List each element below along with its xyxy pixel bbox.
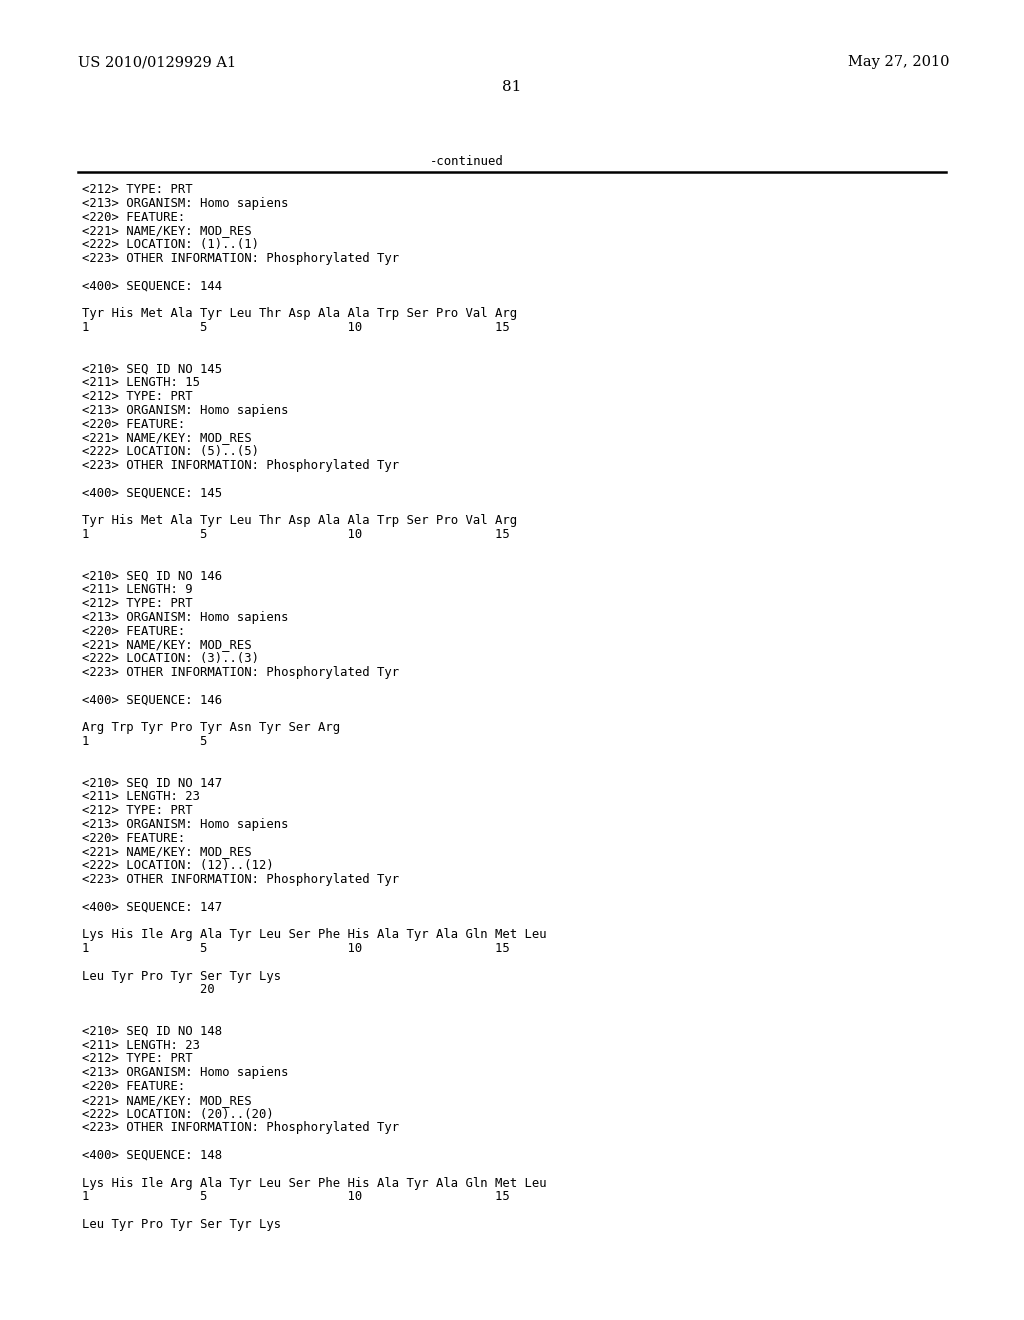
Text: <221> NAME/KEY: MOD_RES: <221> NAME/KEY: MOD_RES: [82, 224, 252, 238]
Text: <213> ORGANISM: Homo sapiens: <213> ORGANISM: Homo sapiens: [82, 197, 289, 210]
Text: <220> FEATURE:: <220> FEATURE:: [82, 417, 185, 430]
Text: 81: 81: [503, 81, 521, 94]
Text: Tyr His Met Ala Tyr Leu Thr Asp Ala Ala Trp Ser Pro Val Arg: Tyr His Met Ala Tyr Leu Thr Asp Ala Ala …: [82, 308, 517, 321]
Text: <400> SEQUENCE: 145: <400> SEQUENCE: 145: [82, 487, 222, 499]
Text: <210> SEQ ID NO 146: <210> SEQ ID NO 146: [82, 569, 222, 582]
Text: 1               5                   10                  15: 1 5 10 15: [82, 1191, 510, 1204]
Text: Tyr His Met Ala Tyr Leu Thr Asp Ala Ala Trp Ser Pro Val Arg: Tyr His Met Ala Tyr Leu Thr Asp Ala Ala …: [82, 515, 517, 527]
Text: <222> LOCATION: (20)..(20): <222> LOCATION: (20)..(20): [82, 1107, 273, 1121]
Text: -continued: -continued: [430, 154, 504, 168]
Text: <212> TYPE: PRT: <212> TYPE: PRT: [82, 804, 193, 817]
Text: <211> LENGTH: 23: <211> LENGTH: 23: [82, 1039, 200, 1052]
Text: <211> LENGTH: 15: <211> LENGTH: 15: [82, 376, 200, 389]
Text: <221> NAME/KEY: MOD_RES: <221> NAME/KEY: MOD_RES: [82, 1094, 252, 1106]
Text: <212> TYPE: PRT: <212> TYPE: PRT: [82, 389, 193, 403]
Text: <210> SEQ ID NO 148: <210> SEQ ID NO 148: [82, 1024, 222, 1038]
Text: <223> OTHER INFORMATION: Phosphorylated Tyr: <223> OTHER INFORMATION: Phosphorylated …: [82, 459, 399, 473]
Text: <223> OTHER INFORMATION: Phosphorylated Tyr: <223> OTHER INFORMATION: Phosphorylated …: [82, 667, 399, 678]
Text: <400> SEQUENCE: 147: <400> SEQUENCE: 147: [82, 900, 222, 913]
Text: 20: 20: [82, 983, 215, 997]
Text: <221> NAME/KEY: MOD_RES: <221> NAME/KEY: MOD_RES: [82, 432, 252, 445]
Text: <221> NAME/KEY: MOD_RES: <221> NAME/KEY: MOD_RES: [82, 639, 252, 651]
Text: <220> FEATURE:: <220> FEATURE:: [82, 624, 185, 638]
Text: May 27, 2010: May 27, 2010: [849, 55, 950, 69]
Text: <211> LENGTH: 9: <211> LENGTH: 9: [82, 583, 193, 597]
Text: 1               5                   10                  15: 1 5 10 15: [82, 528, 510, 541]
Text: 1               5: 1 5: [82, 735, 208, 748]
Text: <222> LOCATION: (3)..(3): <222> LOCATION: (3)..(3): [82, 652, 259, 665]
Text: <220> FEATURE:: <220> FEATURE:: [82, 211, 185, 223]
Text: US 2010/0129929 A1: US 2010/0129929 A1: [78, 55, 237, 69]
Text: <213> ORGANISM: Homo sapiens: <213> ORGANISM: Homo sapiens: [82, 404, 289, 417]
Text: <400> SEQUENCE: 148: <400> SEQUENCE: 148: [82, 1148, 222, 1162]
Text: Leu Tyr Pro Tyr Ser Tyr Lys: Leu Tyr Pro Tyr Ser Tyr Lys: [82, 1218, 282, 1232]
Text: <210> SEQ ID NO 145: <210> SEQ ID NO 145: [82, 363, 222, 375]
Text: Leu Tyr Pro Tyr Ser Tyr Lys: Leu Tyr Pro Tyr Ser Tyr Lys: [82, 970, 282, 982]
Text: <210> SEQ ID NO 147: <210> SEQ ID NO 147: [82, 776, 222, 789]
Text: <213> ORGANISM: Homo sapiens: <213> ORGANISM: Homo sapiens: [82, 1067, 289, 1080]
Text: <223> OTHER INFORMATION: Phosphorylated Tyr: <223> OTHER INFORMATION: Phosphorylated …: [82, 873, 399, 886]
Text: <400> SEQUENCE: 144: <400> SEQUENCE: 144: [82, 280, 222, 293]
Text: <213> ORGANISM: Homo sapiens: <213> ORGANISM: Homo sapiens: [82, 611, 289, 624]
Text: <221> NAME/KEY: MOD_RES: <221> NAME/KEY: MOD_RES: [82, 845, 252, 858]
Text: Lys His Ile Arg Ala Tyr Leu Ser Phe His Ala Tyr Ala Gln Met Leu: Lys His Ile Arg Ala Tyr Leu Ser Phe His …: [82, 1176, 547, 1189]
Text: <213> ORGANISM: Homo sapiens: <213> ORGANISM: Homo sapiens: [82, 818, 289, 830]
Text: <220> FEATURE:: <220> FEATURE:: [82, 832, 185, 845]
Text: Arg Trp Tyr Pro Tyr Asn Tyr Ser Arg: Arg Trp Tyr Pro Tyr Asn Tyr Ser Arg: [82, 721, 340, 734]
Text: <212> TYPE: PRT: <212> TYPE: PRT: [82, 597, 193, 610]
Text: <220> FEATURE:: <220> FEATURE:: [82, 1080, 185, 1093]
Text: <400> SEQUENCE: 146: <400> SEQUENCE: 146: [82, 693, 222, 706]
Text: <223> OTHER INFORMATION: Phosphorylated Tyr: <223> OTHER INFORMATION: Phosphorylated …: [82, 1122, 399, 1134]
Text: 1               5                   10                  15: 1 5 10 15: [82, 942, 510, 954]
Text: <212> TYPE: PRT: <212> TYPE: PRT: [82, 183, 193, 195]
Text: 1               5                   10                  15: 1 5 10 15: [82, 321, 510, 334]
Text: <222> LOCATION: (1)..(1): <222> LOCATION: (1)..(1): [82, 238, 259, 251]
Text: <222> LOCATION: (5)..(5): <222> LOCATION: (5)..(5): [82, 445, 259, 458]
Text: Lys His Ile Arg Ala Tyr Leu Ser Phe His Ala Tyr Ala Gln Met Leu: Lys His Ile Arg Ala Tyr Leu Ser Phe His …: [82, 928, 547, 941]
Text: <222> LOCATION: (12)..(12): <222> LOCATION: (12)..(12): [82, 859, 273, 873]
Text: <211> LENGTH: 23: <211> LENGTH: 23: [82, 791, 200, 803]
Text: <223> OTHER INFORMATION: Phosphorylated Tyr: <223> OTHER INFORMATION: Phosphorylated …: [82, 252, 399, 265]
Text: <212> TYPE: PRT: <212> TYPE: PRT: [82, 1052, 193, 1065]
